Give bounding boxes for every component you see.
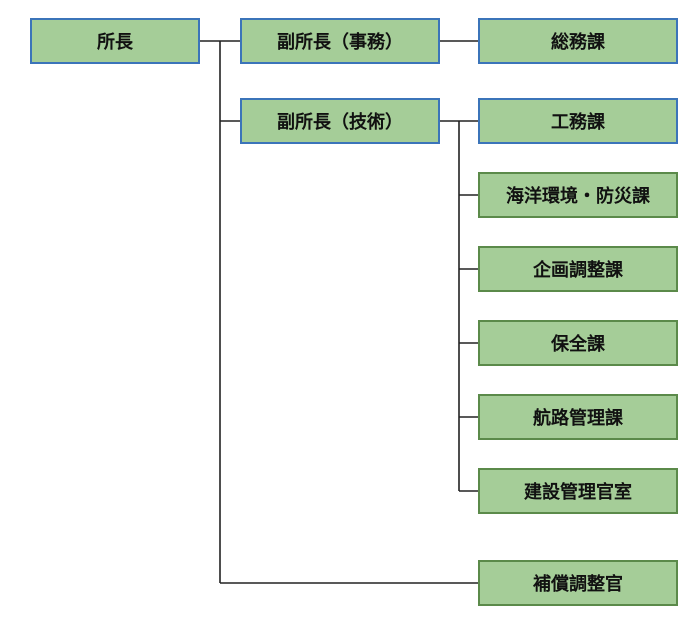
node-deputy-tech: 副所長（技術） (240, 98, 440, 144)
node-works: 工務課 (478, 98, 678, 144)
node-compensation: 補償調整官 (478, 560, 678, 606)
org-chart: 所長副所長（事務） 総務課副所長（技術） 工務課海洋環境・防災課企画調整課保全課航路… (0, 0, 700, 644)
node-director: 所長 (30, 18, 200, 64)
node-general-affairs: 総務課 (478, 18, 678, 64)
node-maintenance: 保全課 (478, 320, 678, 366)
node-waterway: 航路管理課 (478, 394, 678, 440)
node-deputy-admin: 副所長（事務） (240, 18, 440, 64)
node-marine-env: 海洋環境・防災課 (478, 172, 678, 218)
node-planning: 企画調整課 (478, 246, 678, 292)
node-construction: 建設管理官室 (478, 468, 678, 514)
